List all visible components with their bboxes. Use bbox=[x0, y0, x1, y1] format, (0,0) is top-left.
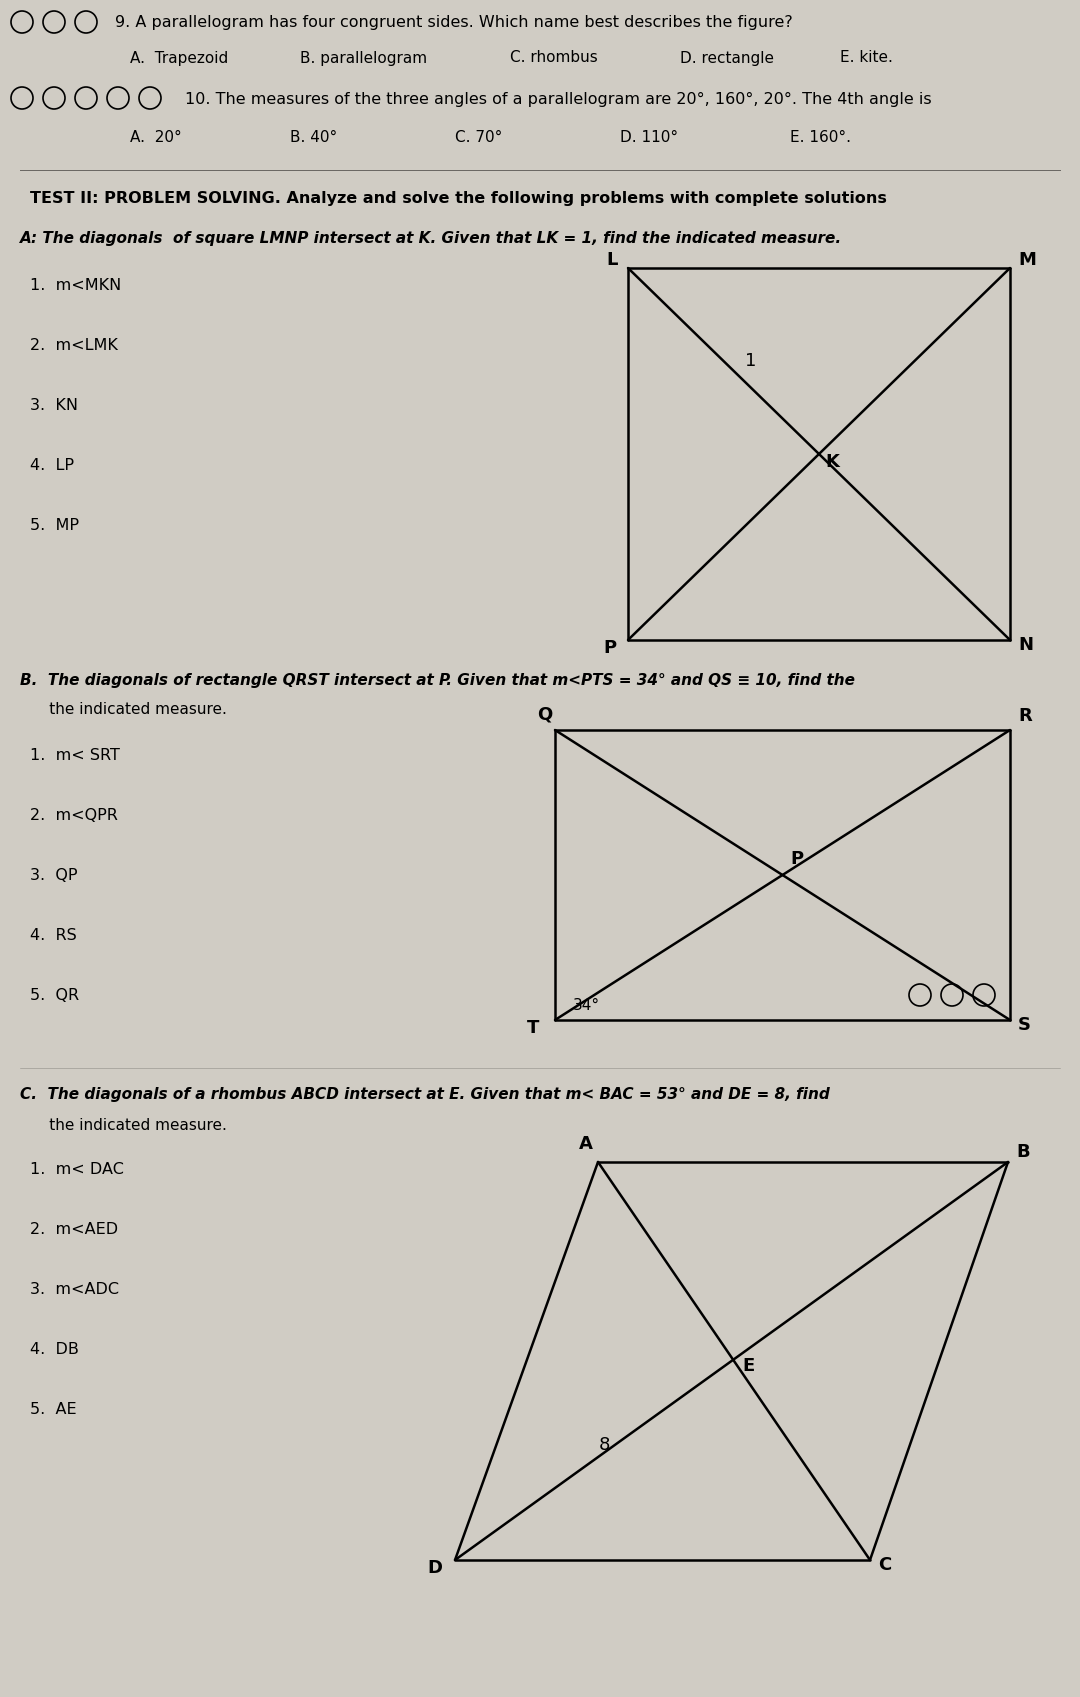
Text: Q: Q bbox=[538, 704, 553, 723]
Text: B.  The diagonals of rectangle QRST intersect at P. Given that m<PTS = 34° and Q: B. The diagonals of rectangle QRST inter… bbox=[21, 672, 855, 687]
Text: D. rectangle: D. rectangle bbox=[680, 51, 774, 66]
Text: A: The diagonals  of square LMNP intersect at K. Given that LK = 1, find the ind: A: The diagonals of square LMNP intersec… bbox=[21, 231, 842, 246]
Text: the indicated measure.: the indicated measure. bbox=[21, 703, 227, 718]
Text: 8: 8 bbox=[599, 1436, 610, 1454]
Text: 1.  m<MKN: 1. m<MKN bbox=[30, 278, 121, 292]
Text: 10. The measures of the three angles of a parallelogram are 20°, 160°, 20°. The : 10. The measures of the three angles of … bbox=[185, 92, 932, 107]
Text: C.  The diagonals of a rhombus ABCD intersect at E. Given that m< BAC = 53° and : C. The diagonals of a rhombus ABCD inter… bbox=[21, 1088, 829, 1103]
Text: 34°: 34° bbox=[573, 998, 600, 1013]
Text: E. kite.: E. kite. bbox=[840, 51, 893, 66]
Text: N: N bbox=[1018, 636, 1032, 653]
Text: 1.  m< DAC: 1. m< DAC bbox=[30, 1162, 124, 1178]
Text: A.  Trapezoid: A. Trapezoid bbox=[130, 51, 228, 66]
Text: 4.  LP: 4. LP bbox=[30, 458, 75, 472]
Text: A: A bbox=[579, 1135, 593, 1152]
Text: 4.  RS: 4. RS bbox=[30, 928, 77, 942]
Text: C: C bbox=[878, 1556, 891, 1575]
Text: D. 110°: D. 110° bbox=[620, 131, 678, 146]
Text: B: B bbox=[1016, 1144, 1029, 1161]
Text: 3.  QP: 3. QP bbox=[30, 867, 78, 882]
Text: 5.  MP: 5. MP bbox=[30, 518, 79, 533]
Text: E: E bbox=[742, 1358, 754, 1375]
Text: R: R bbox=[1018, 708, 1031, 725]
Text: T: T bbox=[527, 1018, 539, 1037]
Text: C. 70°: C. 70° bbox=[455, 131, 502, 146]
Text: E. 160°.: E. 160°. bbox=[789, 131, 851, 146]
Text: D: D bbox=[427, 1560, 442, 1577]
Text: P: P bbox=[603, 640, 616, 657]
Text: B. 40°: B. 40° bbox=[291, 131, 337, 146]
Text: C. rhombus: C. rhombus bbox=[510, 51, 597, 66]
Text: A.  20°: A. 20° bbox=[130, 131, 181, 146]
Text: 3.  KN: 3. KN bbox=[30, 397, 78, 412]
Text: 2.  m<AED: 2. m<AED bbox=[30, 1222, 118, 1237]
Text: 2.  m<LMK: 2. m<LMK bbox=[30, 338, 118, 353]
Text: M: M bbox=[1018, 251, 1036, 270]
Text: 4.  DB: 4. DB bbox=[30, 1342, 79, 1358]
Text: 1: 1 bbox=[745, 351, 756, 370]
Text: 1.  m< SRT: 1. m< SRT bbox=[30, 747, 120, 762]
Text: the indicated measure.: the indicated measure. bbox=[21, 1118, 227, 1132]
Text: 9. A parallelogram has four congruent sides. Which name best describes the figur: 9. A parallelogram has four congruent si… bbox=[114, 15, 793, 31]
Text: TEST II: PROBLEM SOLVING. Analyze and solve the following problems with complete: TEST II: PROBLEM SOLVING. Analyze and so… bbox=[30, 190, 887, 205]
Text: L: L bbox=[606, 251, 618, 270]
Text: B. parallelogram: B. parallelogram bbox=[300, 51, 427, 66]
Text: K: K bbox=[825, 453, 839, 472]
Text: 2.  m<QPR: 2. m<QPR bbox=[30, 808, 118, 823]
Text: P: P bbox=[789, 850, 804, 867]
Text: S: S bbox=[1018, 1017, 1031, 1033]
Text: 5.  AE: 5. AE bbox=[30, 1402, 77, 1417]
Text: 3.  m<ADC: 3. m<ADC bbox=[30, 1283, 119, 1298]
Text: 5.  QR: 5. QR bbox=[30, 988, 79, 1003]
